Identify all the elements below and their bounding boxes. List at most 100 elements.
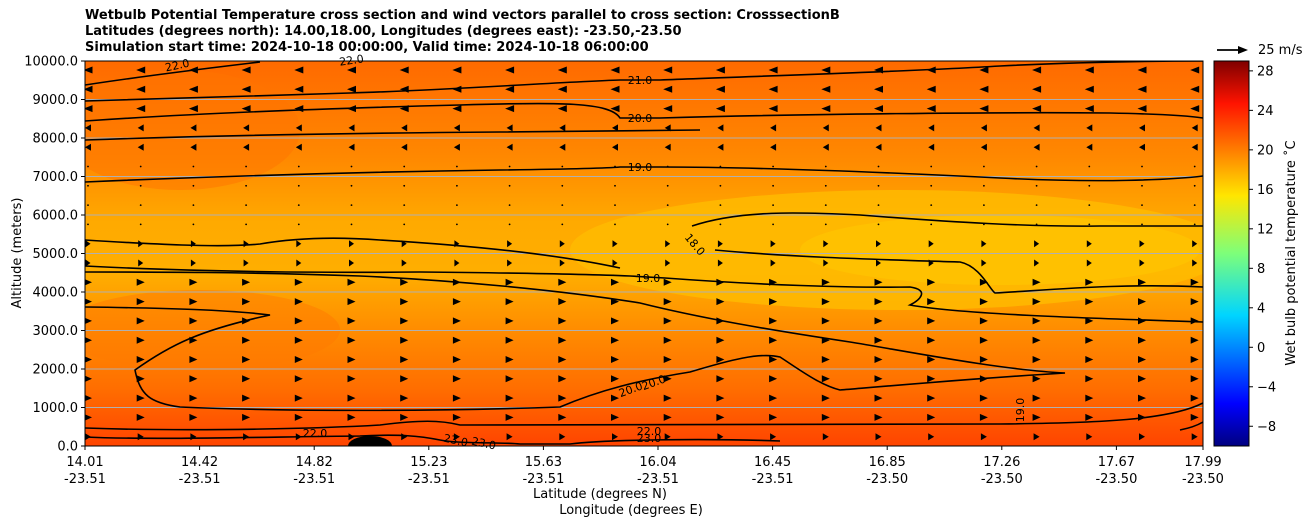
wind-vector <box>403 165 406 168</box>
wind-vector <box>452 66 462 74</box>
wind-vector <box>981 259 987 267</box>
wind-vector <box>189 336 198 344</box>
wind-vector <box>663 317 672 325</box>
wind-vector <box>401 433 408 441</box>
wind-vector <box>347 85 356 93</box>
wind-vector <box>821 278 830 286</box>
wind-vector <box>663 375 672 383</box>
x-tick-label-lat: 14.82 <box>296 455 333 470</box>
wind-vector <box>454 259 460 267</box>
contour-label: 20.0 <box>628 112 653 125</box>
wind-vector <box>770 240 776 248</box>
wind-vector <box>242 356 251 363</box>
title-line-2: Latitudes (degrees north): 14.00,18.00, … <box>85 24 682 39</box>
wind-vector <box>663 356 672 363</box>
wind-vector <box>927 375 936 383</box>
wind-vector <box>614 184 616 187</box>
wind-vector <box>769 336 778 344</box>
colorbar-tick-label: 0 <box>1257 341 1265 356</box>
wind-vector <box>347 105 356 113</box>
contour-22-low <box>85 402 1203 431</box>
title-line-1: Wetbulb Potential Temperature cross sect… <box>85 8 840 23</box>
wind-vector <box>456 184 458 187</box>
wind-vector <box>611 278 619 286</box>
wind-vector <box>508 165 511 168</box>
wind-vector <box>139 165 142 168</box>
wind-vector <box>85 317 92 324</box>
wind-vector <box>874 105 883 113</box>
contour-22-top <box>85 61 261 86</box>
wind-vector <box>611 394 619 402</box>
wind-vector <box>242 413 251 421</box>
colorbar-tick-label: 24 <box>1257 104 1274 119</box>
wind-vector <box>85 240 91 248</box>
wind-vector <box>666 165 669 168</box>
wind-vector <box>559 259 565 267</box>
contour-21 <box>85 61 1203 102</box>
wind-vector <box>507 240 513 248</box>
contour-label: 21.0 <box>628 74 653 87</box>
x-tick-label-lon: -23.51 <box>64 472 106 487</box>
wind-vector <box>824 223 827 226</box>
wind-vector <box>1190 278 1199 286</box>
wind-vector <box>927 356 936 363</box>
wind-vector <box>770 143 777 151</box>
wind-vector <box>1190 356 1199 363</box>
contour-lines <box>85 61 1203 445</box>
wind-vector <box>983 204 985 207</box>
wind-vector <box>242 394 251 402</box>
wind-vector <box>666 204 669 207</box>
wind-vector <box>876 240 881 248</box>
contour-label: 19.0 <box>636 272 661 285</box>
wind-vector <box>85 279 92 286</box>
wind-vector <box>1035 184 1038 187</box>
wind-vector <box>1034 240 1040 248</box>
x-tick-label-lon: -23.51 <box>522 472 564 487</box>
x-tick-label-lon: -23.51 <box>293 472 335 487</box>
wind-vector <box>979 105 989 113</box>
wind-vector <box>979 298 988 306</box>
wind-vector <box>1191 143 1198 151</box>
wind-vector <box>85 356 92 363</box>
wind-vector <box>611 317 619 325</box>
wind-vector <box>663 413 672 421</box>
wind-vector <box>719 165 722 168</box>
wind-vector <box>1033 124 1040 132</box>
wind-vector <box>1034 259 1040 267</box>
wind-vector <box>927 336 936 344</box>
y-tick-label: 5000.0 <box>33 247 79 262</box>
wind-vector <box>241 66 251 74</box>
contour-23 <box>85 434 781 445</box>
wind-vector <box>1086 433 1093 441</box>
wind-vector <box>456 204 458 207</box>
wind-vector <box>87 184 89 187</box>
reference-vector-arrow <box>1217 46 1248 54</box>
wind-vector <box>1033 143 1040 151</box>
wind-vector <box>505 298 514 306</box>
wind-vector <box>452 413 461 421</box>
wind-vector <box>926 66 936 74</box>
wind-vector <box>717 259 723 267</box>
wind-vector <box>505 105 515 113</box>
wind-vector <box>769 356 778 363</box>
wind-vector <box>452 356 461 363</box>
wind-vector <box>348 124 355 132</box>
wind-vector <box>189 413 198 421</box>
wind-vector <box>1193 223 1196 226</box>
wind-vector <box>452 394 461 402</box>
wind-vector <box>716 336 725 344</box>
wind-vector <box>558 356 567 363</box>
wind-vector <box>1086 124 1093 132</box>
wind-vector <box>821 356 830 363</box>
wind-vector <box>769 317 778 325</box>
wind-vector <box>1141 223 1143 226</box>
wind-vector <box>136 336 145 344</box>
wind-vector <box>87 223 89 226</box>
wind-vector <box>136 66 146 74</box>
wind-vector <box>770 259 776 267</box>
wind-vector <box>138 240 144 248</box>
x-tick-label-lat: 15.23 <box>410 455 447 470</box>
wind-vector <box>772 165 774 168</box>
wind-vector <box>1032 413 1041 421</box>
wind-vector <box>241 105 251 113</box>
